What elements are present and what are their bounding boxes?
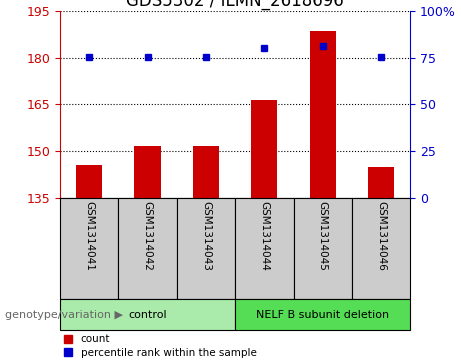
Text: control: control bbox=[128, 310, 167, 320]
Text: GSM1314041: GSM1314041 bbox=[84, 201, 94, 271]
Text: GSM1314042: GSM1314042 bbox=[142, 201, 153, 271]
Legend: count, percentile rank within the sample: count, percentile rank within the sample bbox=[60, 330, 261, 362]
Text: NELF B subunit deletion: NELF B subunit deletion bbox=[256, 310, 389, 320]
Bar bbox=[118, 198, 177, 299]
Bar bbox=[177, 198, 235, 299]
Bar bbox=[251, 100, 278, 198]
Text: GSM1314043: GSM1314043 bbox=[201, 201, 211, 271]
Bar bbox=[193, 146, 219, 198]
Bar bbox=[368, 167, 394, 198]
Text: genotype/variation ▶: genotype/variation ▶ bbox=[5, 310, 123, 320]
Bar bbox=[235, 299, 410, 330]
Text: GSM1314045: GSM1314045 bbox=[318, 201, 328, 271]
Bar bbox=[76, 165, 102, 198]
Bar bbox=[135, 146, 161, 198]
Bar bbox=[310, 31, 336, 198]
Bar bbox=[60, 198, 118, 299]
Bar bbox=[60, 299, 235, 330]
Title: GDS5302 / ILMN_2618696: GDS5302 / ILMN_2618696 bbox=[126, 0, 344, 9]
Bar bbox=[294, 198, 352, 299]
Bar bbox=[235, 198, 294, 299]
Text: GSM1314044: GSM1314044 bbox=[259, 201, 269, 271]
Text: GSM1314046: GSM1314046 bbox=[376, 201, 386, 271]
Bar bbox=[352, 198, 410, 299]
